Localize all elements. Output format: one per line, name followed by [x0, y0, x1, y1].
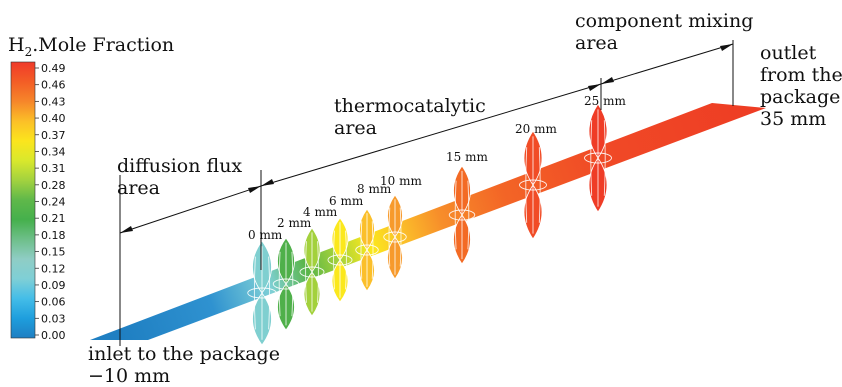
dim-diffusion	[119, 185, 262, 234]
colorbar-tick-label: 0.00	[41, 329, 66, 342]
slice-label: 6 mm	[329, 194, 364, 208]
slice-8	[584, 103, 612, 213]
colorbar-tick-label: 0.03	[41, 312, 66, 325]
colorbar-tick-label: 0.28	[41, 179, 66, 192]
slice-label: 15 mm	[446, 150, 488, 164]
slice-ring	[383, 231, 407, 243]
colorbar-tick-label: 0.34	[41, 145, 66, 158]
arrowhead	[588, 84, 601, 91]
colorbar-tick-label: 0.37	[41, 129, 66, 142]
colorbar-tick-label: 0.24	[41, 196, 66, 209]
slice-ring	[448, 209, 476, 221]
slice-ring	[355, 244, 379, 256]
slice-ring	[299, 266, 325, 278]
dim-mixing	[600, 43, 734, 85]
slice-veins	[333, 222, 347, 298]
colorbar-tick-label: 0.31	[41, 162, 66, 175]
slice-ring	[584, 152, 612, 164]
slice-ring	[327, 254, 353, 266]
arrowhead	[601, 77, 614, 84]
colorbar-tick-label: 0.49	[41, 62, 66, 75]
slice-veins	[525, 136, 541, 234]
label-inlet: inlet to the package −10 mm	[88, 343, 280, 387]
arrowhead	[248, 186, 261, 193]
slice-veins	[253, 246, 271, 340]
dimension-lines	[119, 40, 734, 346]
slice-6	[448, 165, 476, 265]
colorbar-tick-label: 0.06	[41, 296, 66, 309]
arrowhead	[120, 226, 133, 233]
dimension-arrowheads	[120, 44, 733, 233]
slice-7	[519, 130, 547, 240]
dim-thermocatalytic	[260, 83, 602, 187]
slice-label: 25 mm	[584, 94, 626, 108]
slice-label: 20 mm	[515, 122, 557, 136]
slice-veins	[360, 213, 374, 287]
arrowhead	[261, 179, 274, 186]
slice-veins	[454, 170, 470, 260]
label-component-mixing: component mixing area	[575, 10, 754, 54]
slice-1	[272, 237, 300, 331]
slice-veins	[278, 242, 294, 326]
slice-ring	[519, 179, 547, 191]
colorbar: 0.49 0.46 0.43 0.40 0.37 0.34 0.31 0.28 0.24 0.21…	[10, 61, 66, 342]
slice-label: 10 mm	[380, 174, 422, 188]
slice-0	[247, 240, 277, 346]
label-thermocatalytic: thermocatalytic area	[334, 95, 486, 139]
label-diffusion: diffusion flux area	[117, 155, 243, 199]
arrowhead	[720, 44, 733, 51]
colorbar-tick-label: 0.40	[41, 112, 66, 125]
colorbar-tick-label: 0.12	[41, 262, 66, 275]
slice-label: 8 mm	[357, 182, 392, 196]
colorbar-tick-label: 0.21	[41, 212, 66, 225]
slice-label: 2 mm	[277, 216, 312, 230]
colorbar-ticks: 0.49 0.46 0.43 0.40 0.37 0.34 0.31 0.28 0.24 0.21…	[35, 62, 66, 342]
slice-2	[299, 227, 325, 317]
slice-3	[327, 217, 353, 303]
colorbar-title: H2.Mole Fraction	[8, 34, 175, 59]
slice-group	[247, 103, 612, 346]
slice-veins	[305, 232, 319, 312]
slice-5	[383, 194, 407, 280]
slice-ring	[272, 278, 300, 290]
colorbar-tick-label: 0.15	[41, 246, 66, 259]
slice-label: 0 mm	[248, 228, 283, 242]
slice-label: 4 mm	[303, 205, 338, 219]
label-outlet: outlet from the package 35 mm	[760, 42, 842, 130]
colorbar-gradient	[10, 61, 36, 339]
slice-4	[355, 208, 379, 292]
slice-veins	[388, 199, 402, 275]
colorbar-tick-label: 0.43	[41, 95, 66, 108]
colorbar-tick-label: 0.18	[41, 229, 66, 242]
slice-veins	[590, 109, 606, 207]
slice-ring	[247, 287, 277, 299]
colorbar-tick-label: 0.09	[41, 279, 66, 292]
colorbar-tick-label: 0.46	[41, 79, 66, 92]
